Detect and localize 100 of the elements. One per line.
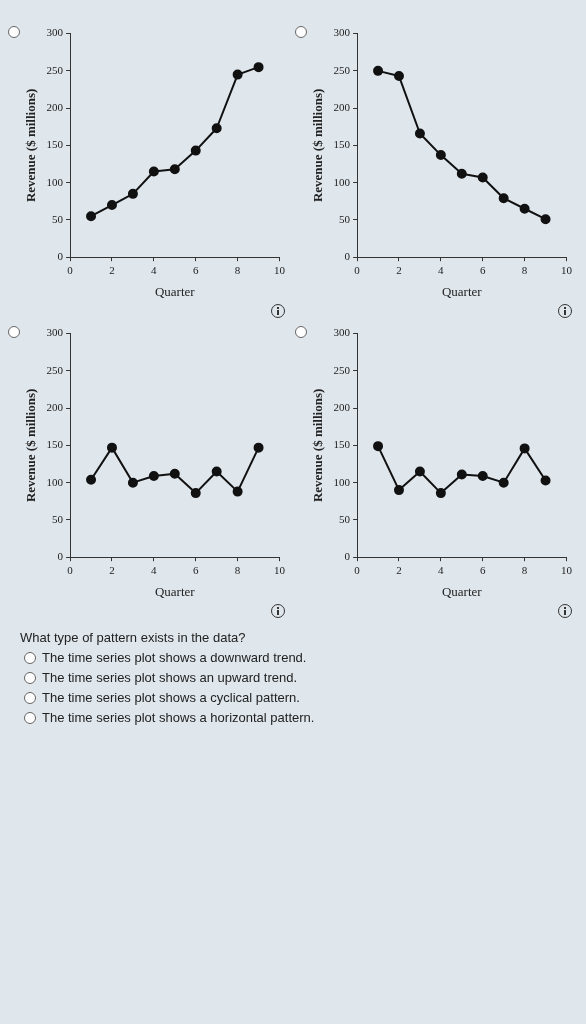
y-tick-label: 50 xyxy=(52,512,64,525)
y-tick-label: 100 xyxy=(333,475,351,488)
y-tick-label: 300 xyxy=(333,26,351,39)
x-axis-title: Quarter xyxy=(154,583,196,599)
point xyxy=(148,166,159,177)
x-tick-label: 0 xyxy=(67,563,74,576)
y-tick-label: 100 xyxy=(46,175,64,188)
x-tick-label: 10 xyxy=(274,563,286,576)
y-tick-label: 150 xyxy=(333,138,351,151)
text: The time series plot shows an upward trend. xyxy=(42,670,298,685)
point xyxy=(519,443,530,454)
point xyxy=(393,485,404,496)
x-tick-label: 6 xyxy=(192,563,199,576)
y-tick-label: 100 xyxy=(333,175,351,188)
y-axis-title: Revenue ($ millions) xyxy=(310,388,326,503)
y-tick-label: 0 xyxy=(57,250,64,263)
point xyxy=(169,468,180,479)
y-axis-title: Revenue ($ millions) xyxy=(310,88,326,203)
y-tick-label: 150 xyxy=(46,438,64,451)
point xyxy=(373,65,384,76)
x-axis-title: Quarter xyxy=(154,283,196,299)
y-tick-label: 50 xyxy=(52,212,64,225)
y-tick-label: 200 xyxy=(333,101,351,114)
x-tick-label: 4 xyxy=(151,263,158,276)
point xyxy=(211,123,222,134)
y-axis-title: Revenue ($ millions) xyxy=(23,88,39,203)
y-tick-label: 0 xyxy=(57,550,64,563)
point xyxy=(456,469,467,480)
y-tick-label: 300 xyxy=(333,326,351,339)
y-tick-label: 250 xyxy=(333,63,351,76)
x-tick-label: 10 xyxy=(274,263,286,276)
x-tick-label: 4 xyxy=(438,263,445,276)
y-tick-label: 150 xyxy=(46,138,64,151)
y-tick-label: 300 xyxy=(46,326,64,339)
x-tick-label: 0 xyxy=(354,263,361,276)
point xyxy=(498,193,509,204)
x-axis-title: Quarter xyxy=(441,583,483,599)
y-tick-label: 250 xyxy=(333,363,351,376)
y-tick-label: 250 xyxy=(46,363,64,376)
x-tick-label: 2 xyxy=(109,563,115,576)
point xyxy=(477,470,488,481)
point xyxy=(127,477,138,488)
y-tick-label: 150 xyxy=(333,438,351,451)
point xyxy=(148,470,159,481)
x-tick-label: 8 xyxy=(234,563,241,576)
point xyxy=(393,71,404,82)
point xyxy=(211,466,222,477)
x-tick-label: 6 xyxy=(479,563,486,576)
point xyxy=(540,475,551,486)
point xyxy=(435,150,446,161)
y-tick-label: 300 xyxy=(46,26,64,39)
y-tick-label: 0 xyxy=(344,550,351,563)
y-tick-label: 50 xyxy=(339,512,351,525)
point xyxy=(373,441,384,452)
point xyxy=(106,200,117,211)
point xyxy=(86,474,97,485)
x-tick-label: 8 xyxy=(521,263,528,276)
point xyxy=(253,62,264,73)
point xyxy=(435,488,446,499)
y-tick-label: 200 xyxy=(333,401,351,414)
point xyxy=(498,477,509,488)
text: The time series plot shows a downward trend. xyxy=(42,650,307,665)
y-tick-label: 200 xyxy=(46,401,64,414)
x-tick-label: 10 xyxy=(561,263,573,276)
x-axis-title: Quarter xyxy=(441,283,483,299)
x-tick-label: 2 xyxy=(396,563,402,576)
y-axis-title: Revenue ($ millions) xyxy=(23,388,39,503)
x-tick-label: 8 xyxy=(521,563,528,576)
point xyxy=(86,211,97,222)
point xyxy=(477,172,488,183)
point xyxy=(540,214,551,225)
point xyxy=(190,145,201,156)
x-tick-label: 0 xyxy=(354,563,361,576)
x-tick-label: 6 xyxy=(192,263,199,276)
point xyxy=(519,203,530,214)
x-tick-label: 4 xyxy=(151,563,158,576)
point xyxy=(106,442,117,453)
point xyxy=(232,69,243,80)
x-tick-label: 0 xyxy=(67,263,74,276)
x-tick-label: 4 xyxy=(438,563,445,576)
text: The time series plot shows a horizontal pattern. xyxy=(42,710,315,725)
point xyxy=(169,164,180,175)
point xyxy=(414,128,425,139)
y-tick-label: 50 xyxy=(339,212,351,225)
point xyxy=(127,188,138,199)
x-tick-label: 2 xyxy=(396,263,402,276)
point xyxy=(190,488,201,499)
x-tick-label: 6 xyxy=(479,263,486,276)
point xyxy=(253,442,264,453)
y-tick-label: 200 xyxy=(46,101,64,114)
x-tick-label: 10 xyxy=(561,563,573,576)
y-tick-label: 100 xyxy=(46,475,64,488)
point xyxy=(414,466,425,477)
x-tick-label: 2 xyxy=(109,263,115,276)
y-tick-label: 250 xyxy=(46,63,64,76)
y-tick-label: 0 xyxy=(344,250,351,263)
point xyxy=(232,486,243,497)
x-tick-label: 8 xyxy=(234,263,241,276)
text: What type of pattern exists in the data? xyxy=(20,630,247,645)
text: The time series plot shows a cyclical pattern. xyxy=(42,690,300,705)
